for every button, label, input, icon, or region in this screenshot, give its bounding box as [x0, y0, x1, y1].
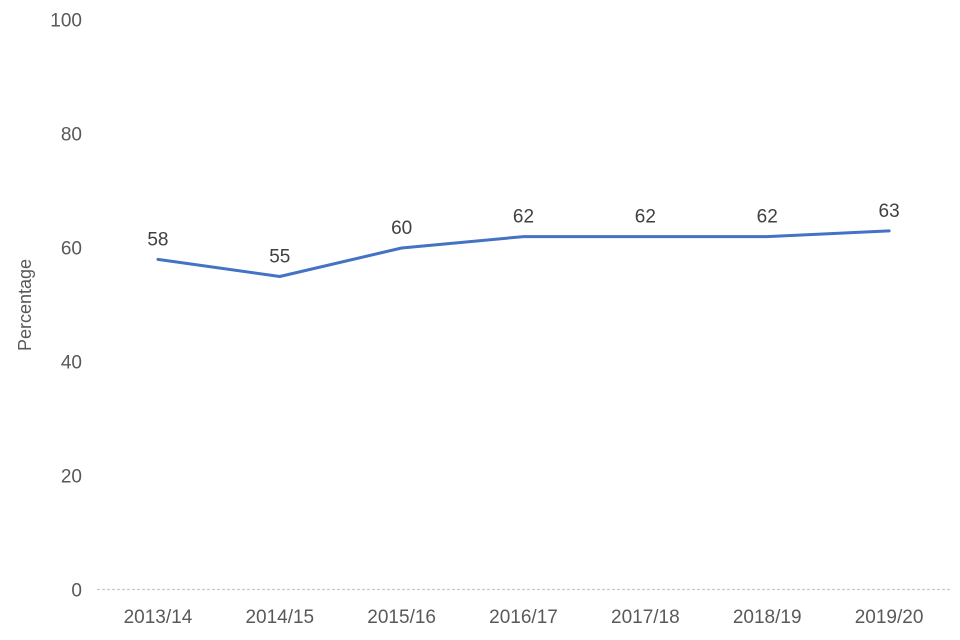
x-axis-label: 2014/15	[245, 607, 314, 628]
data-label: 60	[391, 218, 412, 239]
axis-layer: 0 20 40 60 80 100 2013/14 2014/15 2015/16 2016/17…	[50, 11, 950, 628]
y-axis-tick-label: 20	[61, 467, 82, 488]
y-axis-tick-label: 40	[61, 353, 82, 374]
x-axis-label: 2013/14	[124, 607, 193, 628]
y-axis-tick-label: 0	[71, 581, 82, 602]
data-label: 62	[757, 207, 778, 228]
data-label-layer: 58 55 60 62 62 62 63	[147, 201, 899, 268]
x-axis-label: 2016/17	[489, 607, 558, 628]
data-label: 63	[879, 201, 900, 222]
y-axis-title: Percentage	[15, 259, 35, 351]
series-line	[156, 229, 891, 278]
series-layer	[156, 229, 891, 278]
y-axis-tick-label: 100	[50, 11, 82, 32]
x-axis-label: 2017/18	[611, 607, 680, 628]
data-label: 62	[513, 207, 534, 228]
x-axis-label: 2015/16	[367, 607, 436, 628]
y-axis-tick-label: 60	[61, 239, 82, 260]
x-axis-label: 2019/20	[855, 607, 924, 628]
data-label: 55	[269, 247, 290, 268]
data-label: 58	[147, 229, 168, 250]
y-axis-tick-label: 80	[61, 125, 82, 146]
data-label: 62	[635, 207, 656, 228]
x-axis-label: 2018/19	[733, 607, 802, 628]
